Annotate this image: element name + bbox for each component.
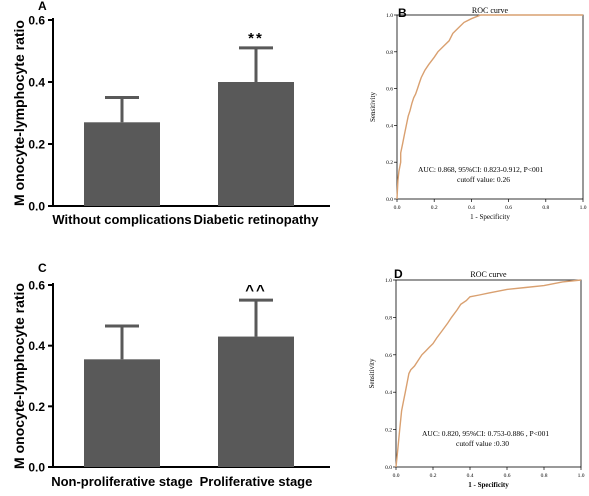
category-label: Proliferative stage bbox=[200, 474, 313, 489]
x-tick-label: 0.4 bbox=[467, 473, 474, 479]
y-tick-label: 0.4 bbox=[385, 390, 392, 396]
bar bbox=[84, 359, 160, 467]
category-label: Without complications bbox=[52, 212, 191, 227]
x-axis-label: 1 - Specificity bbox=[468, 481, 509, 489]
bar bbox=[218, 82, 294, 206]
panel-letter-b: B bbox=[398, 6, 407, 20]
plot-frame bbox=[395, 279, 582, 468]
x-tick-label: 0.0 bbox=[394, 205, 401, 211]
x-tick-label: 0.6 bbox=[504, 473, 511, 479]
bar bbox=[84, 122, 160, 206]
y-tick-label: 0.4 bbox=[28, 339, 45, 353]
x-tick-label: 0.8 bbox=[541, 473, 548, 479]
roc-curve bbox=[395, 279, 582, 468]
y-tick-label: 0.6 bbox=[385, 353, 392, 359]
y-tick-label: 0.2 bbox=[28, 400, 45, 414]
bar bbox=[218, 336, 294, 467]
y-tick-label: 0.6 bbox=[386, 87, 393, 93]
y-tick-label: 0.2 bbox=[386, 160, 393, 166]
category-label: Non-proliferative stage bbox=[51, 474, 193, 489]
y-axis-label: Sensitivity bbox=[368, 358, 376, 388]
panel-letter-d: D bbox=[394, 267, 403, 281]
x-tick-label: 0.2 bbox=[430, 473, 437, 479]
x-tick-label: 0.0 bbox=[393, 473, 400, 479]
y-tick-label: 0.6 bbox=[28, 279, 45, 293]
y-tick-label: 0.0 bbox=[28, 461, 45, 475]
y-tick-label: 0.6 bbox=[28, 14, 45, 28]
y-tick-label: 1.0 bbox=[386, 13, 393, 19]
y-tick-label: 0.4 bbox=[386, 123, 393, 129]
chart-title: ROC curve bbox=[470, 270, 507, 279]
y-tick-label: 0.0 bbox=[385, 465, 392, 471]
roc-curve bbox=[396, 14, 583, 200]
panel-letter-a: A bbox=[38, 0, 47, 13]
y-axis-label: M onocyte-lymphocyte ratio bbox=[11, 20, 27, 206]
y-tick-label: 0.8 bbox=[385, 315, 392, 321]
y-tick-label: 0.8 bbox=[386, 50, 393, 56]
auc-annotation: AUC: 0.868, 95%CI: 0.823-0.912, P<001 bbox=[418, 165, 544, 174]
x-tick-label: 0.2 bbox=[431, 205, 438, 211]
chart-title: ROC curve bbox=[472, 6, 509, 15]
y-tick-label: 0.2 bbox=[28, 138, 45, 152]
y-tick-label: 1.0 bbox=[385, 278, 392, 284]
x-tick-label: 0.8 bbox=[542, 205, 549, 211]
panel-letter-c: C bbox=[38, 261, 47, 275]
cutoff-annotation: cutoff value :0.30 bbox=[456, 439, 509, 448]
y-tick-label: 0.4 bbox=[28, 76, 45, 90]
x-tick-label: 1.0 bbox=[580, 205, 587, 211]
x-tick-label: 1.0 bbox=[578, 473, 585, 479]
significance-marker: ^^ bbox=[245, 282, 267, 299]
y-axis-label: M onocyte-lymphocyte ratio bbox=[11, 283, 27, 469]
y-tick-label: 0.2 bbox=[385, 428, 392, 434]
y-tick-label: 0.0 bbox=[386, 197, 393, 203]
x-tick-label: 0.4 bbox=[468, 205, 475, 211]
y-tick-label: 0.0 bbox=[28, 200, 45, 214]
category-label: Diabetic retinopathy bbox=[194, 212, 320, 227]
x-axis-label: 1 - Specificity bbox=[470, 213, 510, 221]
cutoff-annotation: cutoff value: 0.26 bbox=[457, 175, 510, 184]
significance-marker: ** bbox=[248, 30, 264, 47]
x-tick-label: 0.6 bbox=[505, 205, 512, 211]
y-axis-label: Sensitivity bbox=[369, 92, 377, 122]
auc-annotation: AUC: 0.820, 95%CI: 0.753-0.886 , P<001 bbox=[422, 429, 549, 438]
